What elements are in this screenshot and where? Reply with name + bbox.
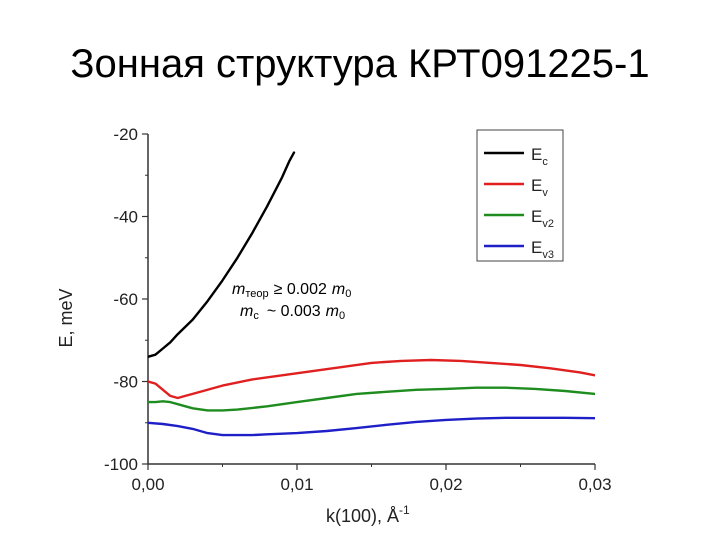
ann1-m: m: [232, 281, 245, 298]
series-line-e-v2: [148, 386, 595, 412]
x-axis-title: k(100), Å-1: [326, 503, 410, 526]
ann2-sub: c: [253, 310, 259, 322]
x-tick-label: 0,01: [280, 475, 313, 494]
x-tick-label: 0,02: [429, 475, 462, 494]
ann2-m: m: [240, 303, 253, 320]
chart-series-lines: [148, 151, 595, 437]
ann2-m0-sub: 0: [339, 310, 345, 322]
annotation-line-1: mтеор ≥ 0.002 m0: [232, 281, 351, 300]
y-tick-label: -60: [113, 290, 138, 309]
legend-label-c: Ec: [531, 145, 548, 168]
mass-annotation: mтеор ≥ 0.002 m0 mc ~ 0.003 m0: [232, 281, 351, 322]
legend-label-v: Ev: [531, 176, 548, 199]
legend-label-v3: Ev3: [531, 238, 554, 261]
ann1-rel: ≥ 0.002: [274, 281, 327, 298]
ann2-m0: m: [326, 303, 339, 320]
series-line-e-v3: [148, 416, 595, 437]
x-axis-title-sup: -1: [399, 503, 410, 517]
y-tick-label: -40: [113, 208, 138, 227]
ann2-rel: ~ 0.003: [267, 303, 321, 320]
ann1-m0: m: [332, 281, 345, 298]
chart-legend: Ec Ev Ev2 Ev3: [476, 129, 564, 262]
y-tick-label: -20: [113, 125, 138, 144]
x-axis-title-text: k(100), Å: [326, 506, 399, 526]
y-tick-label: -80: [113, 373, 138, 392]
legend-box: [476, 129, 564, 262]
ann1-m0-sub: 0: [345, 288, 351, 300]
series-line-e-v: [148, 358, 595, 400]
x-tick-label: 0,00: [131, 475, 164, 494]
series-line-e-c: [148, 151, 296, 358]
legend-label-v2: Ev2: [531, 207, 554, 230]
annotation-line-2: mc ~ 0.003 m0: [240, 303, 345, 322]
y-axis-title: E, meV: [56, 288, 76, 347]
slide-title: Зонная структура КРТ091225-1: [70, 42, 650, 86]
ann1-sub: теор: [245, 288, 268, 300]
x-tick-label: 0,03: [578, 475, 611, 494]
y-tick-label: -100: [104, 455, 138, 474]
